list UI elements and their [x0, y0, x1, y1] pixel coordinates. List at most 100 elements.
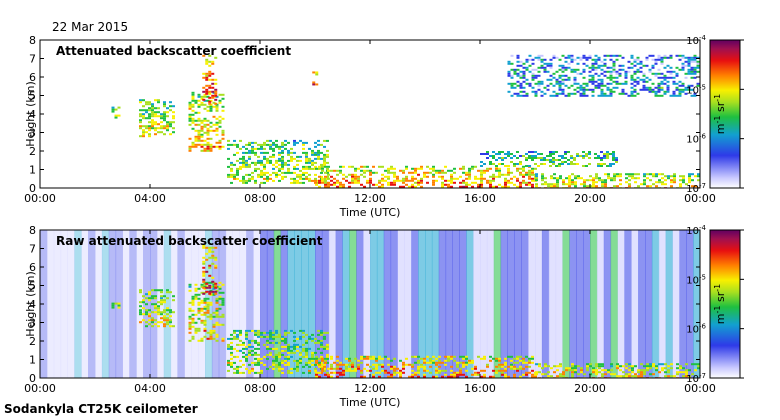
backscatter-cell	[320, 341, 323, 344]
backscatter-cell	[408, 179, 411, 182]
backscatter-cell	[606, 165, 609, 167]
backscatter-cell	[163, 299, 166, 302]
backscatter-cell	[561, 64, 565, 67]
backscatter-cell	[582, 82, 586, 85]
backscatter-cell	[266, 331, 269, 334]
backscatter-cell	[206, 143, 210, 146]
backscatter-cell	[399, 369, 402, 372]
backscatter-cell	[360, 369, 363, 372]
noise-column	[404, 230, 412, 378]
backscatter-cell	[405, 177, 408, 180]
backscatter-cell	[278, 335, 281, 338]
backscatter-feature	[188, 91, 225, 152]
backscatter-cell	[583, 185, 586, 188]
backscatter-cell	[248, 155, 251, 158]
backscatter-cell	[550, 175, 553, 178]
backscatter-cell	[450, 355, 453, 358]
backscatter-cell	[441, 183, 444, 186]
backscatter-feature	[480, 151, 618, 167]
backscatter-cell	[148, 101, 151, 104]
backscatter-cell	[197, 103, 201, 106]
noise-column	[390, 230, 398, 378]
backscatter-cell	[154, 319, 157, 322]
backscatter-cell	[375, 171, 378, 174]
backscatter-cell	[639, 88, 643, 91]
backscatter-cell	[212, 115, 216, 118]
noise-column	[583, 230, 591, 378]
backscatter-cell	[151, 111, 154, 114]
backscatter-cell	[492, 357, 495, 360]
backscatter-cell	[218, 119, 222, 122]
backscatter-cell	[589, 179, 592, 182]
backscatter-cell	[202, 266, 206, 269]
backscatter-cell	[574, 181, 577, 184]
backscatter-cell	[160, 321, 163, 324]
backscatter-cell	[654, 86, 658, 89]
noise-column	[679, 230, 687, 378]
backscatter-cell	[212, 315, 216, 318]
backscatter-cell	[592, 185, 595, 188]
backscatter-cell	[215, 309, 219, 312]
backscatter-cell	[375, 371, 378, 374]
backscatter-cell	[321, 363, 324, 366]
backscatter-cell	[489, 163, 492, 165]
backscatter-cell	[154, 123, 157, 126]
backscatter-cell	[278, 353, 281, 356]
backscatter-cell	[245, 163, 248, 166]
backscatter-cell	[324, 165, 327, 168]
backscatter-cell	[311, 149, 314, 152]
backscatter-cell	[543, 163, 546, 165]
backscatter-cell	[263, 181, 266, 184]
backscatter-cell	[600, 88, 604, 91]
backscatter-cell	[202, 72, 206, 75]
backscatter-cell	[435, 367, 438, 370]
backscatter-cell	[372, 363, 375, 366]
backscatter-cell	[215, 145, 219, 148]
backscatter-cell	[203, 125, 207, 128]
backscatter-cell	[556, 183, 559, 186]
backscatter-cell	[507, 173, 510, 176]
backscatter-cell	[233, 173, 236, 176]
backscatter-cell	[411, 375, 414, 378]
backscatter-cell	[239, 339, 242, 342]
backscatter-cell	[531, 72, 535, 75]
backscatter-cell	[242, 155, 245, 158]
backscatter-cell	[615, 70, 619, 73]
backscatter-cell	[375, 363, 378, 366]
backscatter-cell	[302, 329, 305, 332]
backscatter-cell	[411, 355, 414, 358]
backscatter-cell	[114, 302, 118, 305]
backscatter-cell	[495, 153, 498, 155]
backscatter-cell	[666, 64, 670, 67]
backscatter-cell	[595, 173, 598, 176]
backscatter-cell	[166, 297, 169, 300]
backscatter-cell	[384, 371, 387, 374]
backscatter-cell	[510, 363, 513, 366]
backscatter-cell	[528, 359, 531, 362]
backscatter-cell	[562, 373, 565, 376]
backscatter-cell	[251, 177, 254, 180]
backscatter-cell	[148, 125, 151, 128]
backscatter-cell	[169, 291, 172, 294]
backscatter-cell	[564, 74, 568, 77]
backscatter-cell	[468, 173, 471, 176]
backscatter-cell	[547, 375, 550, 378]
backscatter-cell	[208, 78, 212, 81]
noise-column	[356, 230, 364, 378]
backscatter-cell	[651, 82, 655, 85]
backscatter-cell	[257, 147, 260, 150]
backscatter-cell	[366, 355, 369, 358]
backscatter-cell	[597, 58, 601, 61]
backscatter-cell	[251, 145, 254, 148]
backscatter-cell	[658, 181, 661, 184]
backscatter-cell	[197, 297, 201, 300]
backscatter-cell	[651, 72, 655, 75]
backscatter-cell	[549, 62, 553, 65]
backscatter-cell	[432, 181, 435, 184]
backscatter-cell	[221, 93, 225, 96]
backscatter-cell	[513, 68, 517, 71]
noise-column	[321, 230, 330, 378]
noise-column	[631, 230, 639, 378]
backscatter-cell	[528, 175, 531, 178]
backscatter-cell	[157, 289, 160, 292]
